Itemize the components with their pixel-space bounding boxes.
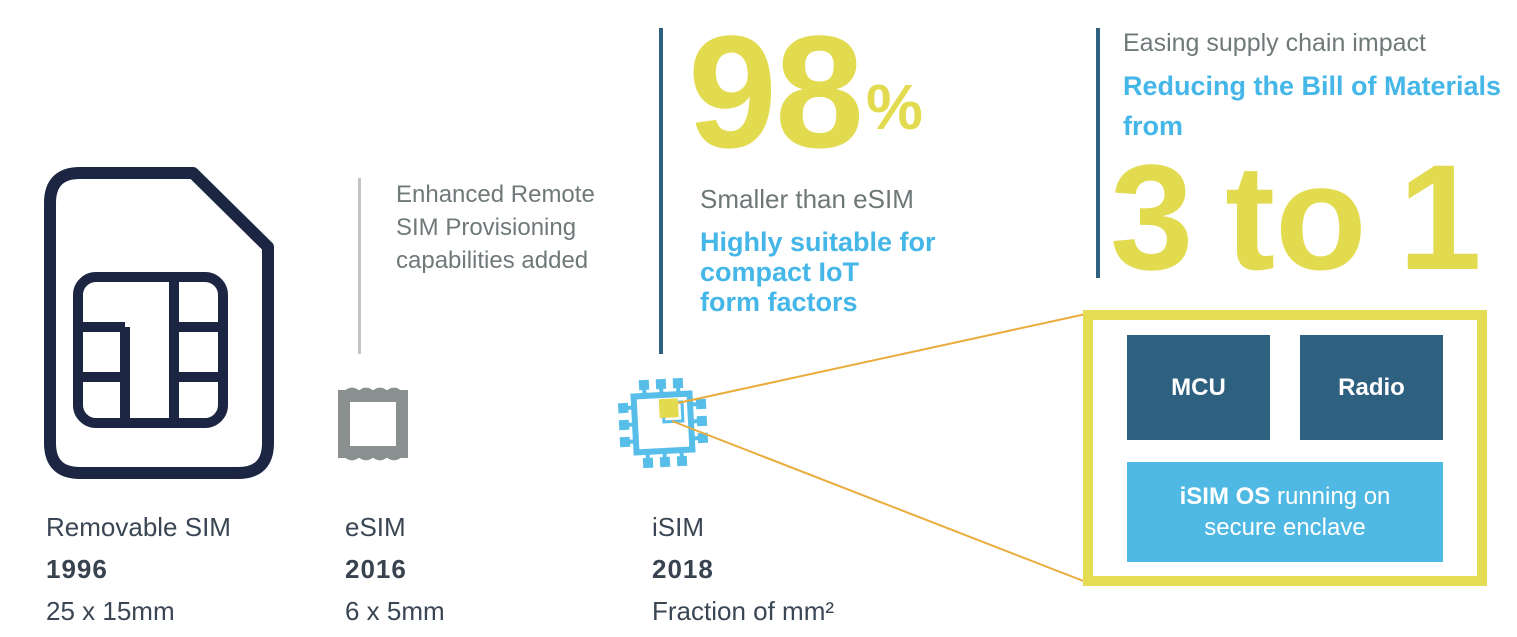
esim-size: 6 x 5mm bbox=[345, 596, 445, 626]
stat-value: 98 bbox=[688, 2, 864, 181]
stat-unit: % bbox=[865, 71, 923, 143]
mcu-block: MCU bbox=[1127, 335, 1270, 440]
stat-highlight-line: compact IoT bbox=[700, 257, 860, 287]
isim-os-label: iSIM OS running on secure enclave bbox=[1147, 481, 1423, 543]
isim-chip-icon bbox=[617, 377, 709, 469]
supply-ratio: 3 to 1 bbox=[1110, 133, 1482, 301]
isim-year: 2018 bbox=[652, 554, 714, 584]
stat-highlight: Highly suitable for compact IoT form fac… bbox=[700, 227, 936, 317]
isim-enclave-square bbox=[658, 398, 679, 419]
magnifier-line-bottom bbox=[671, 420, 1087, 583]
esim-note-line: SIM Provisioning bbox=[396, 214, 577, 241]
mcu-label: MCU bbox=[1171, 373, 1226, 401]
magnifier-line-top bbox=[677, 313, 1087, 404]
removable-sim-name: Removable SIM bbox=[46, 512, 231, 542]
isim-os-bold: iSIM OS bbox=[1179, 483, 1271, 510]
stat-98-percent: 98% bbox=[688, 12, 923, 172]
isim-name: iSIM bbox=[652, 512, 704, 542]
radio-label: Radio bbox=[1338, 373, 1405, 401]
stat-caption: Smaller than eSIM bbox=[700, 184, 914, 214]
esim-note-divider-line bbox=[358, 178, 361, 354]
stat-divider-line bbox=[659, 28, 663, 354]
supply-highlight-line: from bbox=[1123, 111, 1183, 141]
stat-highlight-line: Highly suitable for bbox=[700, 227, 936, 257]
esim-note-line: Enhanced Remote bbox=[396, 181, 595, 208]
esim-note: Enhanced Remote SIM Provisioning capabil… bbox=[396, 178, 595, 277]
isim-os-block: iSIM OS running on secure enclave bbox=[1127, 462, 1443, 562]
isim-os-rest: running on secure enclave bbox=[1204, 483, 1391, 541]
supply-divider-line bbox=[1096, 28, 1100, 278]
supply-highlight: Reducing the Bill of Materials from bbox=[1123, 66, 1501, 146]
removable-sim-size: 25 x 15mm bbox=[46, 596, 175, 626]
supply-highlight-line: Reducing the Bill of Materials bbox=[1123, 71, 1502, 101]
supply-title: Easing supply chain impact bbox=[1123, 29, 1426, 57]
esim-note-line: capabilities added bbox=[396, 247, 589, 274]
esim-year: 2016 bbox=[345, 554, 407, 584]
esim-name: eSIM bbox=[345, 512, 406, 542]
isim-size: Fraction of mm² bbox=[652, 596, 835, 626]
radio-block: Radio bbox=[1300, 335, 1443, 440]
esim-chip-icon bbox=[338, 387, 408, 461]
sim-card-icon bbox=[44, 167, 274, 479]
removable-sim-year: 1996 bbox=[46, 554, 108, 584]
stat-highlight-line: form factors bbox=[700, 287, 858, 317]
